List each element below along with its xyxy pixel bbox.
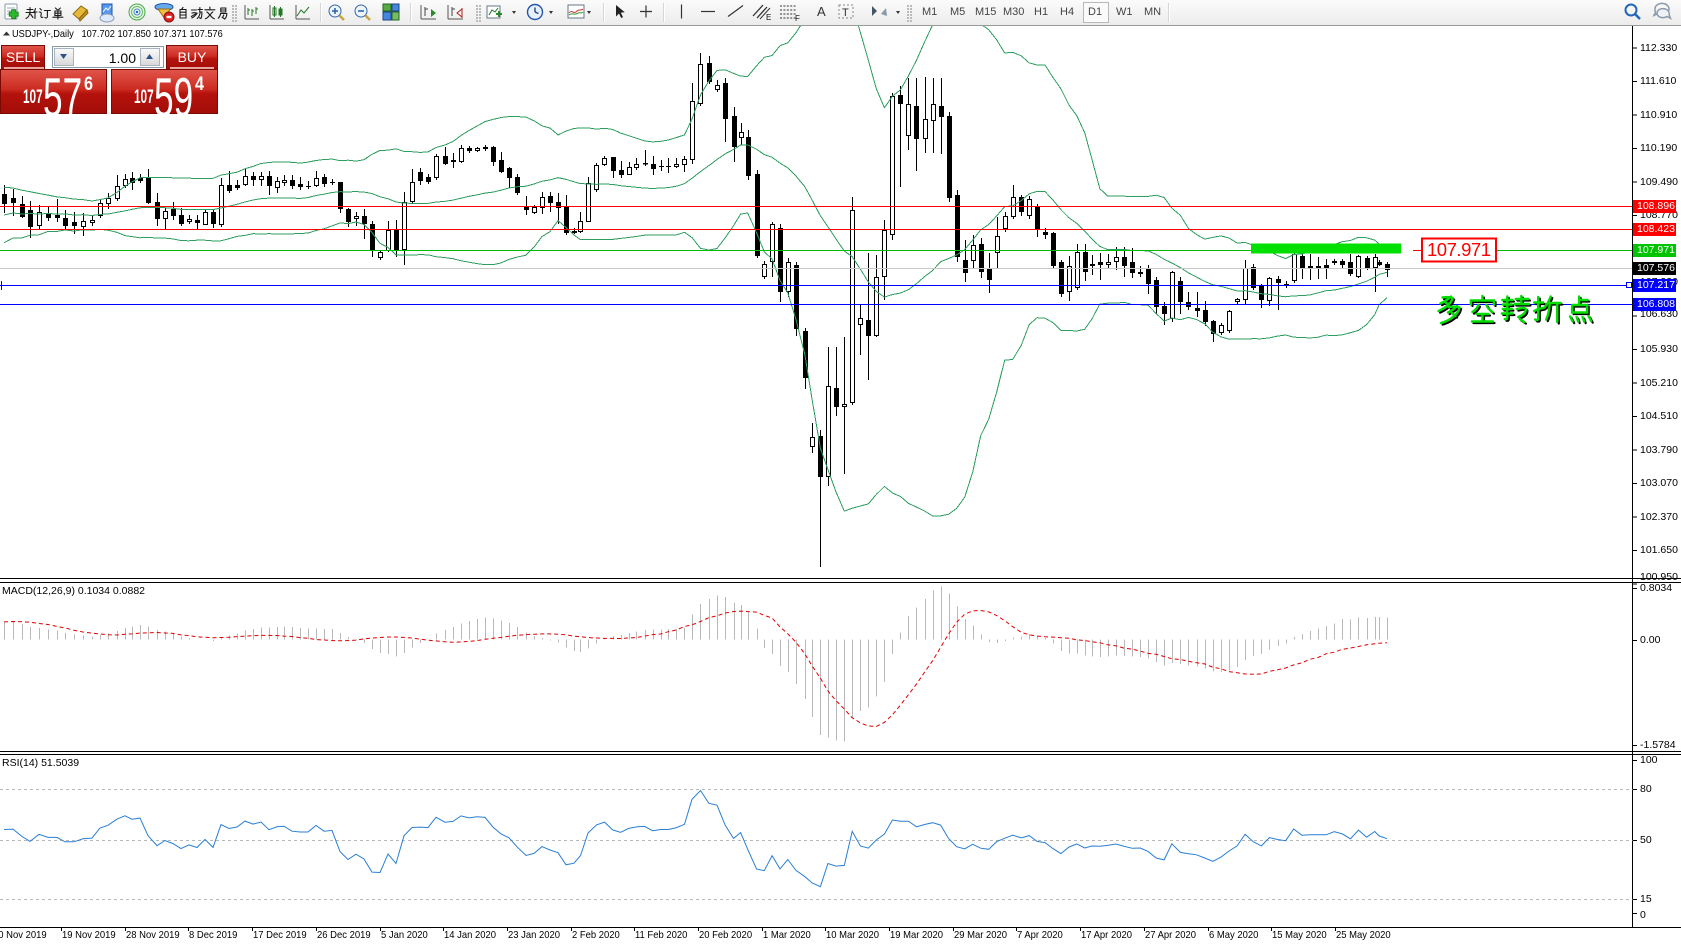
svg-text:T: T xyxy=(842,7,849,19)
svg-text:A: A xyxy=(817,4,826,19)
svg-text:107.971: 107.971 xyxy=(1427,239,1491,260)
svg-text:F: F xyxy=(795,14,800,23)
svg-text:E: E xyxy=(766,13,771,22)
